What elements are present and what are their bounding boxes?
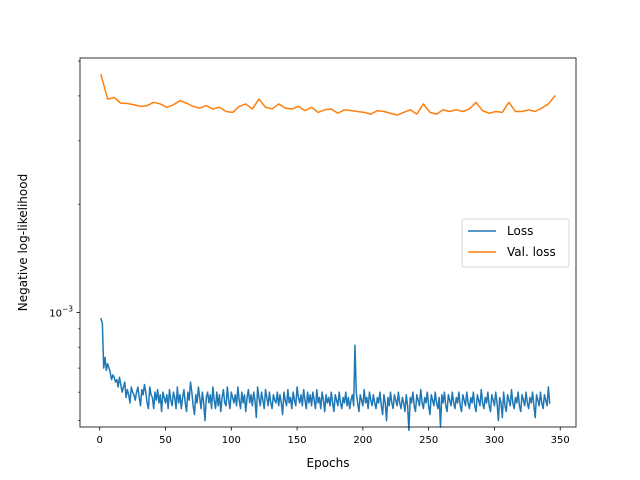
- x-tick-label: 350: [551, 435, 570, 446]
- series-layer: [100, 73, 557, 432]
- x-tick-label: 150: [288, 435, 307, 446]
- axes-spines: [79, 57, 577, 428]
- x-tick-label: 100: [222, 435, 241, 446]
- x-axis-label: Epochs: [307, 456, 350, 470]
- x-tick-label: 250: [419, 435, 438, 446]
- x-tick-label: 300: [485, 435, 504, 446]
- x-tick-label: 50: [159, 435, 172, 446]
- legend-label-val-loss: Val. loss: [507, 245, 556, 259]
- legend: Loss Val. loss: [461, 218, 570, 268]
- series-line-val-loss: [100, 73, 557, 116]
- legend-label-loss: Loss: [507, 224, 533, 238]
- y-axis: 10−3: [49, 60, 80, 421]
- y-tick-label: 10−3: [49, 304, 73, 319]
- y-tick-label-base: 10: [49, 308, 62, 319]
- x-tick-label: 0: [97, 435, 103, 446]
- x-tick-label: 200: [353, 435, 372, 446]
- x-axis: 0 50 100 150 200 250 300 350: [97, 427, 570, 446]
- y-axis-label: Negative log-likelihood: [16, 174, 30, 311]
- y-tick-label-exponent: −3: [62, 304, 73, 313]
- series-line-loss: [100, 317, 551, 432]
- axes-frame: [79, 57, 577, 428]
